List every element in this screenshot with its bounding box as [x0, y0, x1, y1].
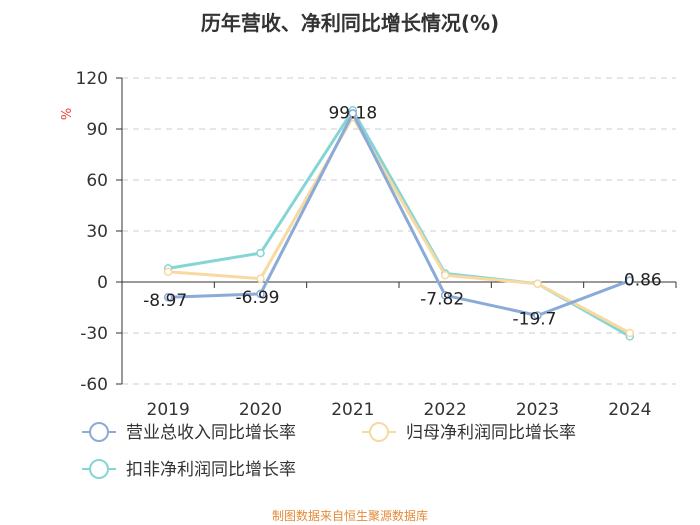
grid-lines	[122, 77, 676, 385]
data-point	[348, 109, 358, 118]
y-tick-label: 60	[86, 171, 108, 191]
x-tick-label: 2022	[424, 400, 467, 420]
data-point	[625, 328, 635, 338]
axes: -60 -30 0 30 60 90 120 2019 2020 2021 2022 2023 2024	[76, 69, 677, 420]
legend-item-3[interactable]: 扣非净利润同比增长率	[82, 459, 296, 480]
data-point	[163, 292, 173, 302]
data-point	[256, 274, 265, 283]
x-tick-label: 2020	[239, 400, 282, 420]
y-tick-label: 120	[76, 69, 108, 89]
data-point	[533, 311, 542, 320]
chart-title: 历年营收、净利同比增长情况(%)	[201, 11, 499, 35]
data-point	[533, 279, 542, 288]
data-label: -7.82	[420, 289, 464, 309]
data-point	[256, 289, 265, 299]
series-line-1	[168, 111, 631, 317]
series-line-2	[168, 115, 631, 335]
x-tick-label: 2019	[147, 400, 190, 420]
legend-marker-icon	[369, 422, 389, 442]
legend-label: 营业总收入同比增长率	[126, 423, 296, 443]
data-label: -8.97	[143, 291, 187, 311]
source-note: 制图数据来自恒生聚源数据库	[272, 508, 428, 523]
y-tick-label: -60	[80, 375, 108, 395]
y-tick-label: 30	[86, 222, 108, 242]
x-tick-label: 2021	[331, 400, 374, 420]
data-label: 99.18	[328, 103, 377, 123]
series-lines	[163, 106, 635, 341]
data-labels: -8.97 -6.99 99.18 -7.82 -19.7 0.86	[143, 103, 662, 329]
data-label: -19.7	[513, 309, 557, 329]
data-point	[256, 248, 265, 258]
data-point	[625, 276, 635, 285]
legend-item-2[interactable]: 归母净利润同比增长率	[362, 422, 576, 443]
data-label: 0.86	[624, 271, 662, 291]
legend-label: 归母净利润同比增长率	[406, 423, 576, 443]
legend-marker-icon	[89, 422, 109, 442]
x-tick-label: 2024	[608, 400, 651, 420]
data-label: -6.99	[236, 288, 280, 308]
data-point	[440, 291, 450, 300]
y-tick-label: 0	[97, 273, 108, 293]
y-axis-unit: %	[60, 108, 75, 120]
legend-item-1[interactable]: 营业总收入同比增长率	[82, 422, 296, 443]
legend-marker-icon	[89, 459, 109, 479]
y-tick-label: 90	[86, 120, 108, 140]
y-tick-label: -30	[80, 324, 108, 344]
data-point	[163, 267, 173, 277]
x-tick-label: 2023	[516, 400, 559, 420]
legend-label: 扣非净利润同比增长率	[126, 460, 296, 480]
data-point	[440, 270, 450, 280]
